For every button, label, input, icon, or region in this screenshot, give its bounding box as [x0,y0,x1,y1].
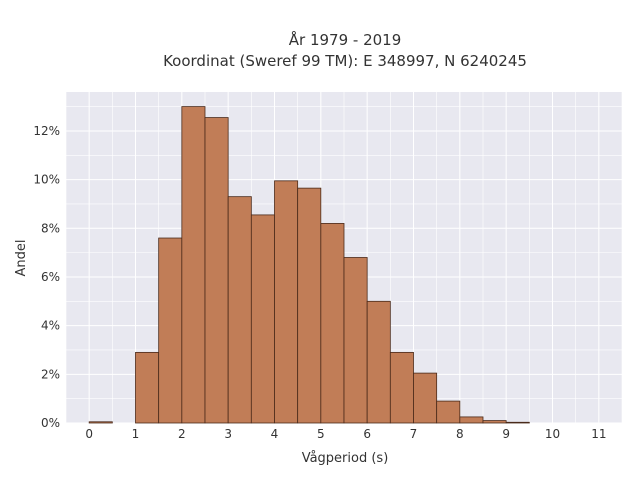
y-axis-label: Andel [14,240,29,277]
histogram-bar [413,372,438,424]
histogram-bar [297,187,322,424]
histogram-bar [88,421,113,424]
x-tick-label: 7 [410,427,418,441]
y-tick-label: 0% [41,416,60,430]
x-tick-label: 0 [85,427,93,441]
histogram-bar [181,106,206,424]
y-tick-label: 10% [33,173,60,187]
x-tick-label: 1 [132,427,140,441]
x-tick-label: 10 [545,427,560,441]
y-tick-label: 2% [41,367,60,381]
histogram-bar [135,352,160,424]
histogram-bar [389,352,414,424]
x-tick-label: 9 [502,427,510,441]
x-axis-ticks: 0 1 2 3 4 5 6 7 8 9 10 11 [85,427,606,441]
histogram-bar [505,421,530,424]
x-tick-label: 6 [363,427,371,441]
x-tick-label: 4 [271,427,279,441]
x-tick-label: 8 [456,427,464,441]
x-tick-label: 5 [317,427,325,441]
histogram-bar [436,400,461,424]
x-tick-label: 3 [224,427,232,441]
x-tick-label: 2 [178,427,186,441]
histogram-bar [274,180,299,424]
histogram-bar [158,237,183,424]
chart-title-line1: År 1979 - 2019 [289,30,402,49]
histogram-bar [204,117,229,424]
histogram-bar [320,223,345,424]
histogram-bar [343,257,368,424]
y-tick-label: 6% [41,270,60,284]
y-axis-ticks: 0% 2% 4% 6% 8% 10% 12% [33,124,60,430]
histogram-bar [227,196,252,424]
chart-title-line2: Koordinat (Sweref 99 TM): E 348997, N 62… [163,52,527,70]
histogram-bar [366,300,391,424]
y-tick-label: 4% [41,319,60,333]
histogram-bar [459,416,484,424]
x-axis-label: Vågperiod (s) [302,451,389,466]
x-tick-label: 11 [591,427,606,441]
histogram-bar [482,420,507,424]
y-tick-label: 8% [41,221,60,235]
y-tick-label: 12% [33,124,60,138]
histogram-bars [88,106,530,424]
histogram-bar [250,214,275,424]
